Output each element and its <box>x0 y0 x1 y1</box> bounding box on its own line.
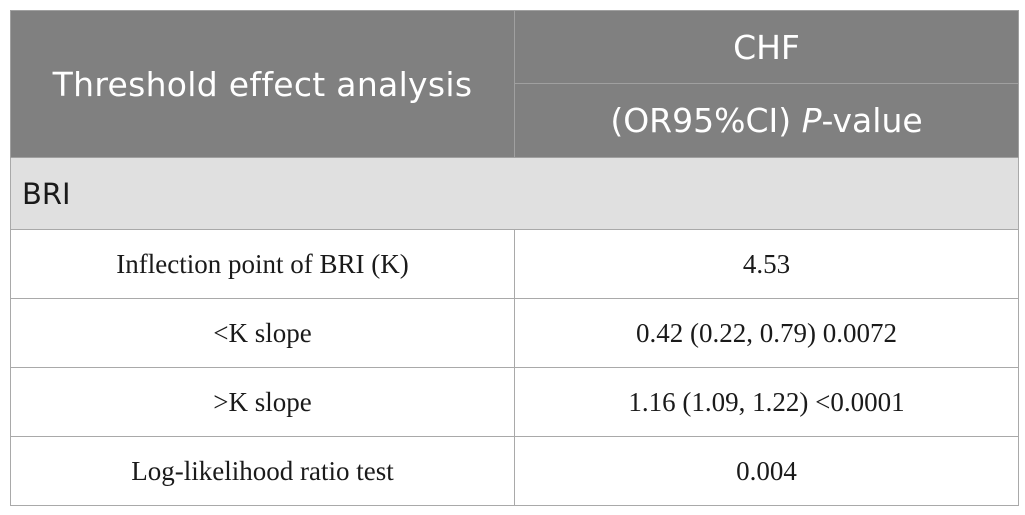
table-header: Threshold effect analysis CHF (OR95%CI) … <box>10 10 1019 158</box>
table-row: Log-likelihood ratio test 0.004 <box>10 436 1019 506</box>
threshold-table-container: Threshold effect analysis CHF (OR95%CI) … <box>10 10 1019 506</box>
header-row-2: (OR95%CI) P-value <box>11 83 1019 158</box>
row-value: 1.16 (1.09, 1.22) <0.0001 <box>514 367 1019 437</box>
table-row: >K slope 1.16 (1.09, 1.22) <0.0001 <box>10 367 1019 437</box>
row-value: 0.004 <box>514 436 1019 506</box>
table-row: <K slope 0.42 (0.22, 0.79) 0.0072 <box>10 298 1019 368</box>
table-body: Inflection point of BRI (K) 4.53 <K slop… <box>10 229 1019 506</box>
header-p-label: P <box>801 101 822 140</box>
row-value: 4.53 <box>514 229 1019 299</box>
section-row-bri: BRI <box>10 157 1019 230</box>
row-label: <K slope <box>10 298 515 368</box>
row-label: Inflection point of BRI (K) <box>10 229 515 299</box>
header-row-1: Threshold effect analysis CHF <box>10 10 1019 158</box>
header-or-ci-p-value: (OR95%CI) P-value <box>514 83 1019 158</box>
header-chf: CHF <box>514 10 1019 84</box>
threshold-effect-table: Threshold effect analysis CHF (OR95%CI) … <box>10 10 1019 506</box>
row-label: Log-likelihood ratio test <box>10 436 515 506</box>
header-threshold-effect-analysis: Threshold effect analysis <box>10 10 515 158</box>
header-value-suffix: -value <box>821 101 923 140</box>
table-row: Inflection point of BRI (K) 4.53 <box>10 229 1019 299</box>
row-label: >K slope <box>10 367 515 437</box>
header-or-ci-label: (OR95%CI) <box>610 101 802 140</box>
section-label-bri: BRI <box>10 157 1019 230</box>
row-value: 0.42 (0.22, 0.79) 0.0072 <box>514 298 1019 368</box>
